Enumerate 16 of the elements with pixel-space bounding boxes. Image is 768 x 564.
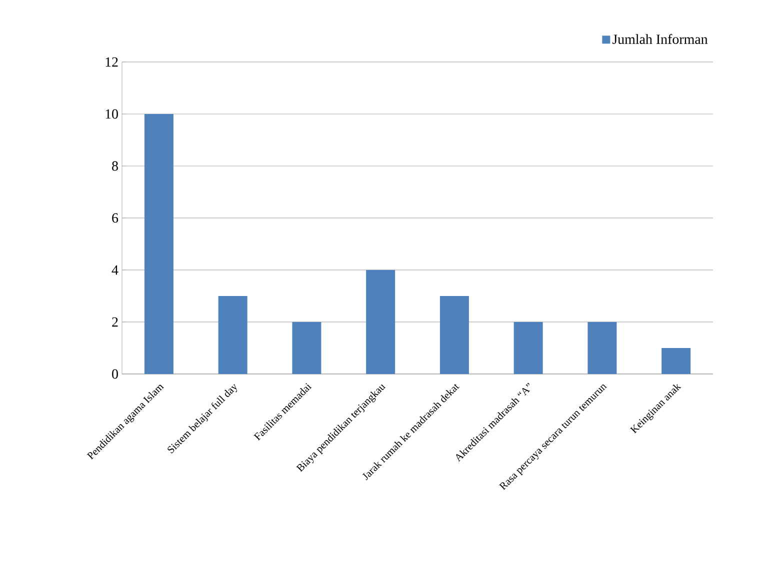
y-tick-label: 8: [112, 161, 118, 171]
y-tick-label: 6: [112, 213, 118, 223]
legend-label: Jumlah Informan: [612, 34, 708, 44]
bar: [440, 296, 469, 374]
y-tick-label: 4: [112, 265, 118, 275]
y-tick-label: 2: [112, 317, 118, 327]
y-tick-label: 10: [106, 109, 118, 119]
bar: [366, 270, 396, 374]
bar: [662, 348, 691, 374]
y-tick-label: 12: [106, 57, 118, 67]
bar: [218, 296, 248, 374]
bar: [588, 322, 617, 374]
bar: [292, 322, 322, 374]
bar: [144, 114, 174, 374]
y-tick-label: 0: [112, 369, 118, 379]
bar: [514, 322, 543, 374]
